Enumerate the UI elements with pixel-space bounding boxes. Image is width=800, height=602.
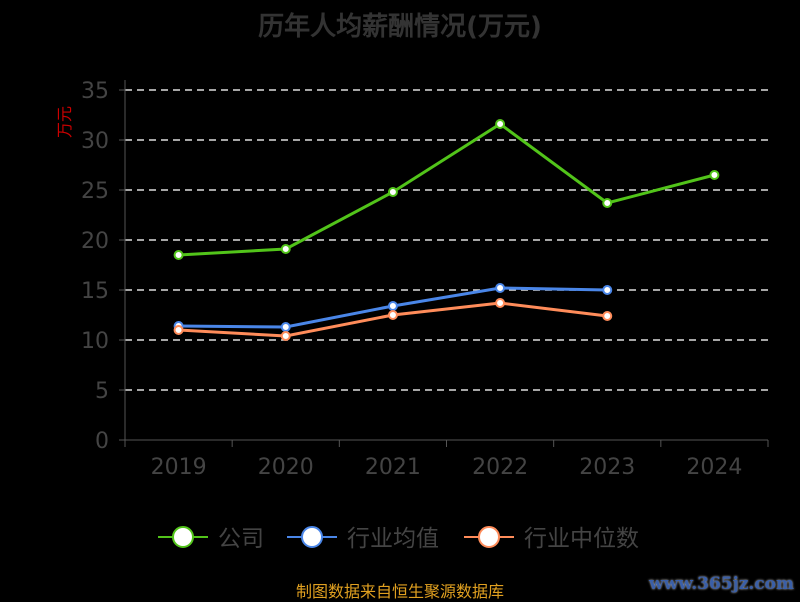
data-point — [387, 310, 398, 320]
data-point — [495, 298, 506, 308]
y-tick-label: 10 — [81, 329, 109, 354]
x-tick-label: 2022 — [472, 455, 528, 480]
data-point — [495, 283, 506, 293]
y-tick-label: 15 — [81, 279, 109, 304]
x-tick-label: 2019 — [151, 455, 207, 480]
y-tick-label: 30 — [81, 129, 109, 154]
watermark: www.365jz.com — [649, 574, 794, 594]
y-tick-label: 0 — [95, 429, 109, 454]
x-tick-label: 2020 — [258, 455, 314, 480]
data-point — [495, 119, 506, 129]
y-tick-label: 20 — [81, 229, 109, 254]
y-tick-label: 5 — [95, 379, 109, 404]
x-tick-label: 2021 — [365, 455, 421, 480]
series-line — [178, 122, 715, 257]
data-point — [173, 250, 184, 260]
x-tick-label: 2023 — [579, 455, 635, 480]
source-footer: 制图数据来自恒生聚源数据库 — [295, 582, 504, 601]
y-tick-label: 35 — [81, 79, 109, 104]
data-point — [602, 311, 613, 321]
legend-marker — [172, 526, 194, 548]
data-point — [387, 187, 398, 197]
data-point — [173, 325, 184, 335]
legend-label: 公司 — [218, 526, 264, 552]
legend-label: 行业中位数 — [524, 526, 639, 552]
legend-label: 行业均值 — [347, 526, 439, 552]
data-point — [709, 170, 720, 180]
y-tick-label: 25 — [81, 179, 109, 204]
chart-title: 历年人均薪酬情况(万元) — [258, 12, 542, 42]
data-point — [602, 285, 613, 295]
data-point — [280, 322, 291, 332]
data-point — [602, 198, 613, 208]
data-point — [387, 301, 398, 311]
legend-marker — [478, 526, 500, 548]
y-axis-label: 万元 — [55, 106, 74, 138]
data-point — [280, 244, 291, 254]
data-point — [280, 331, 291, 341]
x-tick-label: 2024 — [686, 455, 742, 480]
legend-marker — [301, 526, 323, 548]
